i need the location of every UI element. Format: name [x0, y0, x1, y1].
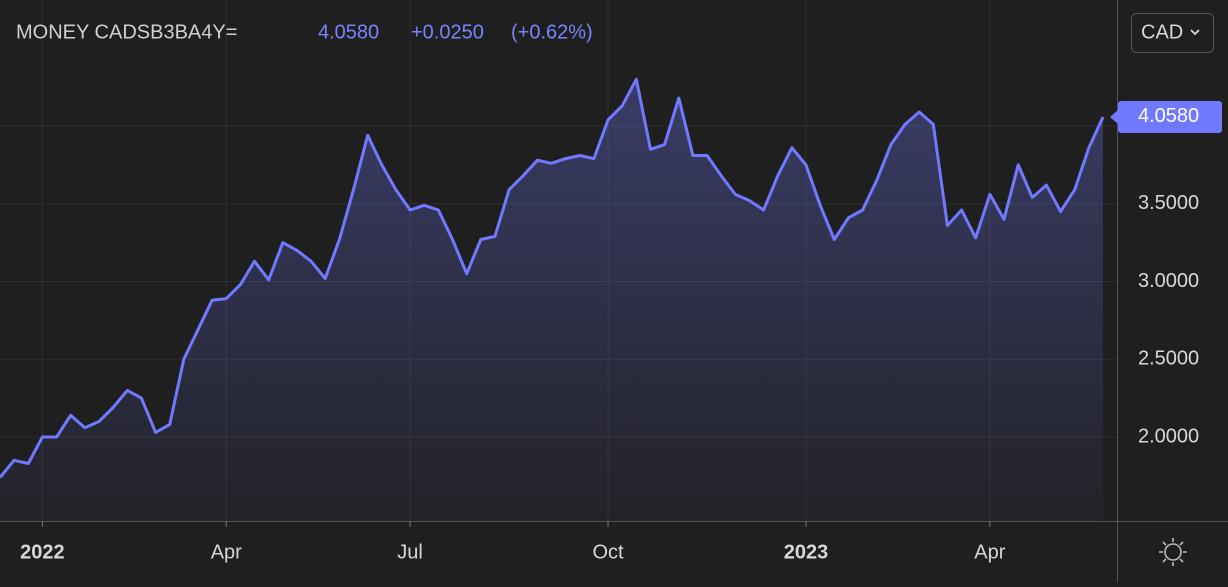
price-tag-label: 4.0580 — [1138, 105, 1199, 127]
last-price: 4.0580 — [318, 21, 379, 43]
price-tag — [1118, 100, 1222, 133]
y-tick-label: 3.0000 — [1138, 270, 1199, 292]
y-tick-label: 2.5000 — [1138, 348, 1199, 370]
currency-button[interactable]: CAD — [1131, 13, 1214, 53]
symbol: MONEY CADSB3BA4Y= — [16, 21, 237, 43]
gear-ring — [1164, 543, 1182, 561]
x-tick-label: 2023 — [784, 541, 829, 563]
line — [0, 77, 1105, 479]
area — [0, 79, 1103, 522]
gear-teeth — [1159, 538, 1187, 566]
x-tick-label: Jul — [397, 541, 423, 563]
change-percent: (+0.62%) — [511, 21, 593, 43]
change: +0.0250 — [411, 21, 484, 43]
y-tick-label: 2.0000 — [1138, 425, 1199, 447]
x-tick-label: Oct — [593, 541, 625, 563]
dropdown-caret — [1190, 29, 1200, 36]
currency-box[interactable] — [1131, 13, 1214, 53]
x-tick-label: 2022 — [20, 541, 65, 563]
x-tick-label: Apr — [974, 541, 1005, 563]
x-tick-label: Apr — [211, 541, 242, 563]
y-tick-label: 3.5000 — [1138, 192, 1199, 214]
price-tag-pointer — [1110, 109, 1118, 124]
settings-icon[interactable] — [1159, 538, 1187, 566]
currency[interactable]: CAD — [1141, 21, 1183, 43]
